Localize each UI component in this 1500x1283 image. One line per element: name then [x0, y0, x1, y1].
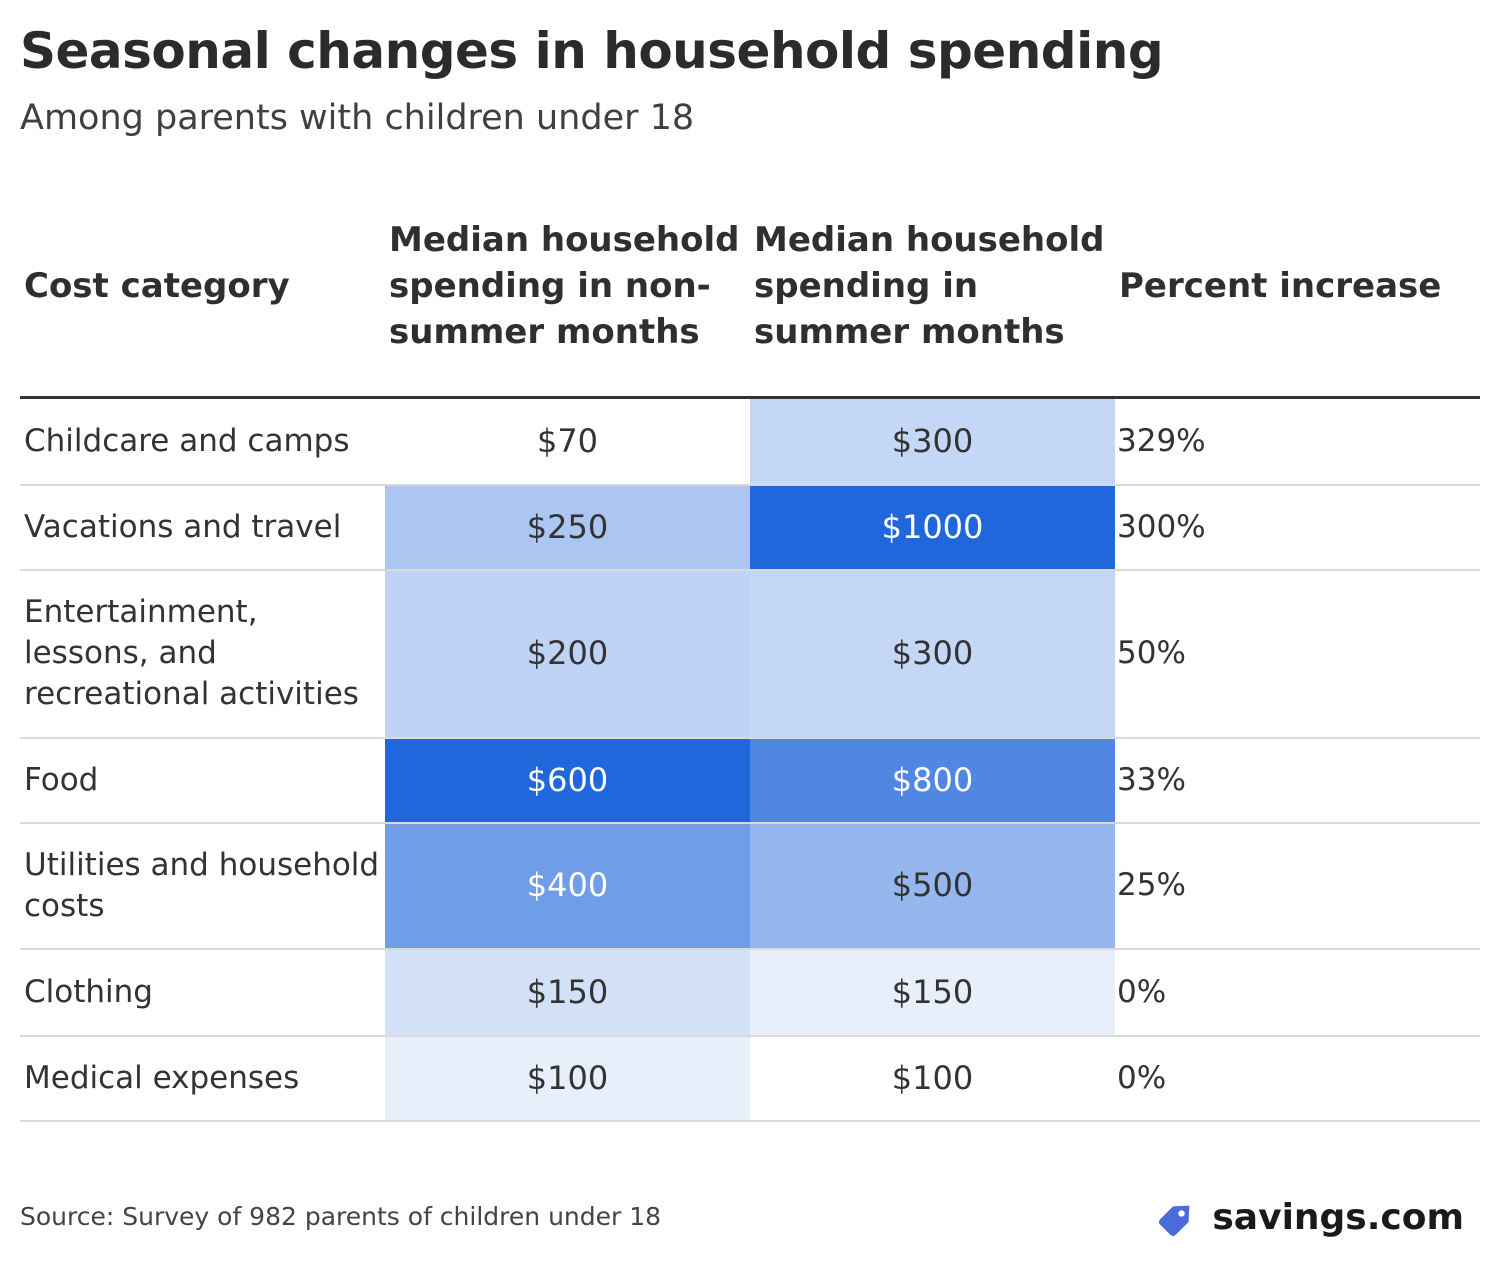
non-summer-cell: $200 — [385, 569, 750, 739]
chart-subtitle: Among parents with children under 18 — [20, 98, 695, 138]
non-summer-cell: $70 — [385, 397, 750, 486]
summer-cell: $500 — [750, 822, 1115, 950]
table-row: Utilities and household costs $400 $500 25% — [20, 822, 1480, 950]
percent-increase-cell: 329% — [1115, 397, 1480, 486]
category-cell: Clothing — [20, 948, 385, 1037]
table-header-row: Cost category Median household spending … — [20, 176, 1480, 399]
non-summer-cell: $600 — [385, 737, 750, 824]
summer-cell: $300 — [750, 569, 1115, 739]
non-summer-cell: $150 — [385, 948, 750, 1037]
summer-cell: $300 — [750, 397, 1115, 486]
brand-name: savings.com — [1212, 1196, 1464, 1238]
summer-cell: $100 — [750, 1035, 1115, 1122]
summer-cell: $1000 — [750, 484, 1115, 571]
brand-logo[interactable]: savings.com — [1154, 1192, 1464, 1242]
table-row: Clothing $150 $150 0% — [20, 948, 1480, 1037]
category-cell: Entertainment, lessons, and recreational… — [20, 569, 385, 739]
table-row: Medical expenses $100 $100 0% — [20, 1035, 1480, 1122]
percent-increase-cell: 25% — [1115, 822, 1480, 950]
percent-increase-cell: 300% — [1115, 484, 1480, 571]
category-cell: Utilities and household costs — [20, 822, 385, 950]
category-cell: Medical expenses — [20, 1035, 385, 1122]
column-header-summer[interactable]: Median household spending in summer mont… — [750, 176, 1115, 399]
column-header-percent-increase[interactable]: Percent increase — [1115, 176, 1480, 399]
percent-increase-cell: 0% — [1115, 948, 1480, 1037]
chart-title: Seasonal changes in household spending — [20, 22, 1164, 80]
category-cell: Food — [20, 737, 385, 824]
column-header-category[interactable]: Cost category — [20, 176, 385, 399]
table-row: Food $600 $800 33% — [20, 737, 1480, 824]
non-summer-cell: $250 — [385, 484, 750, 571]
category-cell: Childcare and camps — [20, 397, 385, 486]
percent-increase-cell: 50% — [1115, 569, 1480, 739]
table-row: Childcare and camps $70 $300 329% — [20, 397, 1480, 486]
price-tag-icon — [1154, 1192, 1202, 1242]
column-header-non-summer[interactable]: Median household spending in non-summer … — [385, 176, 750, 399]
category-cell: Vacations and travel — [20, 484, 385, 571]
non-summer-cell: $100 — [385, 1035, 750, 1122]
percent-increase-cell: 0% — [1115, 1035, 1480, 1122]
non-summer-cell: $400 — [385, 822, 750, 950]
source-note: Source: Survey of 982 parents of childre… — [20, 1202, 662, 1231]
summer-cell: $150 — [750, 948, 1115, 1037]
table-row: Entertainment, lessons, and recreational… — [20, 569, 1480, 739]
table-row: Vacations and travel $250 $1000 300% — [20, 484, 1480, 571]
table-body: Childcare and camps $70 $300 329% Vacations … — [20, 397, 1480, 1122]
summer-cell: $800 — [750, 737, 1115, 824]
heatmap-table: Cost category Median household spending … — [20, 176, 1480, 1122]
percent-increase-cell: 33% — [1115, 737, 1480, 824]
